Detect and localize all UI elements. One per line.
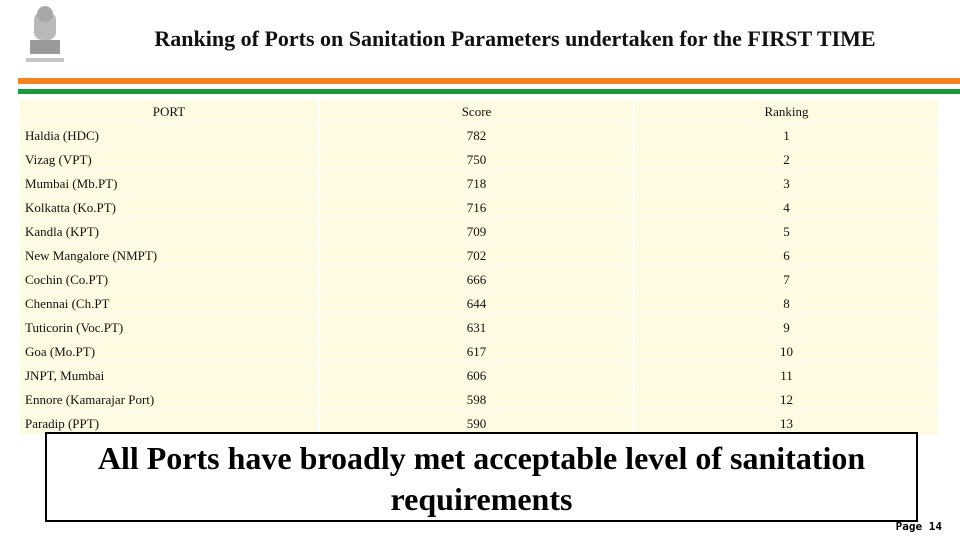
port-name: Kolkatta (Ko.PT) [20, 196, 318, 219]
score: 617 [320, 340, 633, 363]
score: 598 [320, 388, 633, 411]
port-name: Chennai (Ch.PT [20, 292, 318, 315]
score: 702 [320, 244, 633, 267]
ranking: 3 [635, 172, 938, 195]
column-header: Score [320, 100, 633, 123]
port-name: Kandla (KPT) [20, 220, 318, 243]
table-row: Kandla (KPT) 709 5 [20, 220, 938, 244]
score: 606 [320, 364, 633, 387]
table-row: Kolkatta (Ko.PT) 716 4 [20, 196, 938, 220]
port-name: JNPT, Mumbai [20, 364, 318, 387]
table-row: Vizag (VPT) 750 2 [20, 148, 938, 172]
ranking: 12 [635, 388, 938, 411]
ranking: 8 [635, 292, 938, 315]
port-name: Vizag (VPT) [20, 148, 318, 171]
ranking: 1 [635, 124, 938, 147]
header-row: PORT Score Ranking [20, 100, 938, 124]
table-row: Paradip (PPT) 590 13 [20, 412, 938, 436]
ranking: 11 [635, 364, 938, 387]
port-name: New Mangalore (NMPT) [20, 244, 318, 267]
slide-title: Ranking of Ports on Sanitation Parameter… [154, 26, 876, 51]
ranking: 7 [635, 268, 938, 291]
table-row: New Mangalore (NMPT) 702 6 [20, 244, 938, 268]
port-name: Haldia (HDC) [20, 124, 318, 147]
ranking: 2 [635, 148, 938, 171]
score: 709 [320, 220, 633, 243]
table-row: Goa (Mo.PT) 617 10 [20, 340, 938, 364]
table-row: Haldia (HDC) 782 1 [20, 124, 938, 148]
note-box: All Ports have broadly met acceptable le… [45, 432, 918, 522]
ranking: 5 [635, 220, 938, 243]
ranking: 4 [635, 196, 938, 219]
port-name: Goa (Mo.PT) [20, 340, 318, 363]
column-header: Ranking [635, 100, 938, 123]
table-row: Tuticorin (Voc.PT) 631 9 [20, 316, 938, 340]
port-name: Ennore (Kamarajar Port) [20, 388, 318, 411]
port-name: Cochin (Co.PT) [20, 268, 318, 291]
green-band [18, 89, 960, 94]
emblem [26, 6, 64, 62]
table-row: Ennore (Kamarajar Port) 598 12 [20, 388, 938, 412]
score: 666 [320, 268, 633, 291]
port-name: Mumbai (Mb.PT) [20, 172, 318, 195]
score: 718 [320, 172, 633, 195]
score: 782 [320, 124, 633, 147]
ranking: 9 [635, 316, 938, 339]
score: 716 [320, 196, 633, 219]
port-name: Paradip (PPT) [20, 412, 318, 435]
column-header: PORT [20, 100, 318, 123]
ranking: 13 [635, 412, 938, 435]
page-number: Page 14 [895, 520, 942, 533]
score: 590 [320, 412, 633, 435]
score: 750 [320, 148, 633, 171]
ranking: 6 [635, 244, 938, 267]
table-row: Mumbai (Mb.PT) 718 3 [20, 172, 938, 196]
score: 644 [320, 292, 633, 315]
table-row: JNPT, Mumbai 606 11 [20, 364, 938, 388]
score: 631 [320, 316, 633, 339]
ranking: 10 [635, 340, 938, 363]
saffron-band [18, 78, 960, 84]
table-row: Cochin (Co.PT) 666 7 [20, 268, 938, 292]
port-name: Tuticorin (Voc.PT) [20, 316, 318, 339]
table-row: Chennai (Ch.PT 644 8 [20, 292, 938, 316]
